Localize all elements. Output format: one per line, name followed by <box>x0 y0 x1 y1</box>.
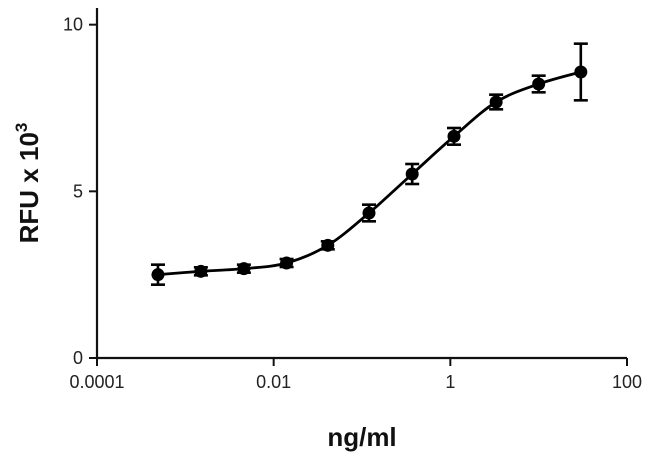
y-axis-title: RFU x 103 <box>12 123 44 244</box>
y-axis-title-exponent: 3 <box>12 123 31 132</box>
data-point <box>574 65 588 79</box>
x-axis: 0.0001 0.01 1 100 <box>69 356 642 392</box>
data-point-group <box>150 263 165 286</box>
x-tick-label: 100 <box>612 372 642 392</box>
data-point <box>151 268 165 282</box>
data-point-group <box>489 93 504 111</box>
data-point-group <box>446 126 461 146</box>
data-point <box>280 256 294 270</box>
data-point <box>489 95 503 109</box>
fit-curve <box>157 70 582 277</box>
data-point <box>237 262 251 276</box>
x-tick-label: 0.0001 <box>69 372 124 392</box>
data-point-group <box>531 74 546 94</box>
data-points-layer <box>150 42 588 286</box>
y-axis-title-main: RFU x 10 <box>14 132 44 243</box>
data-point-group <box>193 264 208 278</box>
data-point-group <box>236 262 251 276</box>
data-point-group <box>405 162 420 186</box>
data-point <box>362 206 376 220</box>
data-point-group <box>361 203 376 223</box>
data-point <box>447 129 461 143</box>
data-point <box>194 264 208 278</box>
data-point <box>405 167 419 181</box>
x-axis-title: ng/ml <box>327 422 396 452</box>
y-tick-label: 5 <box>73 181 83 201</box>
data-point <box>532 77 546 91</box>
x-tick-label: 1 <box>445 372 455 392</box>
y-axis: 0 5 10 <box>63 8 99 368</box>
x-tick-label: 0.01 <box>256 372 291 392</box>
data-point-group <box>573 42 588 102</box>
data-point <box>321 238 335 252</box>
y-tick-label: 10 <box>63 15 83 35</box>
data-point-group <box>279 256 294 270</box>
fit-curve-layer <box>157 70 582 277</box>
data-point-group <box>320 238 335 252</box>
y-tick-label: 0 <box>73 348 83 368</box>
